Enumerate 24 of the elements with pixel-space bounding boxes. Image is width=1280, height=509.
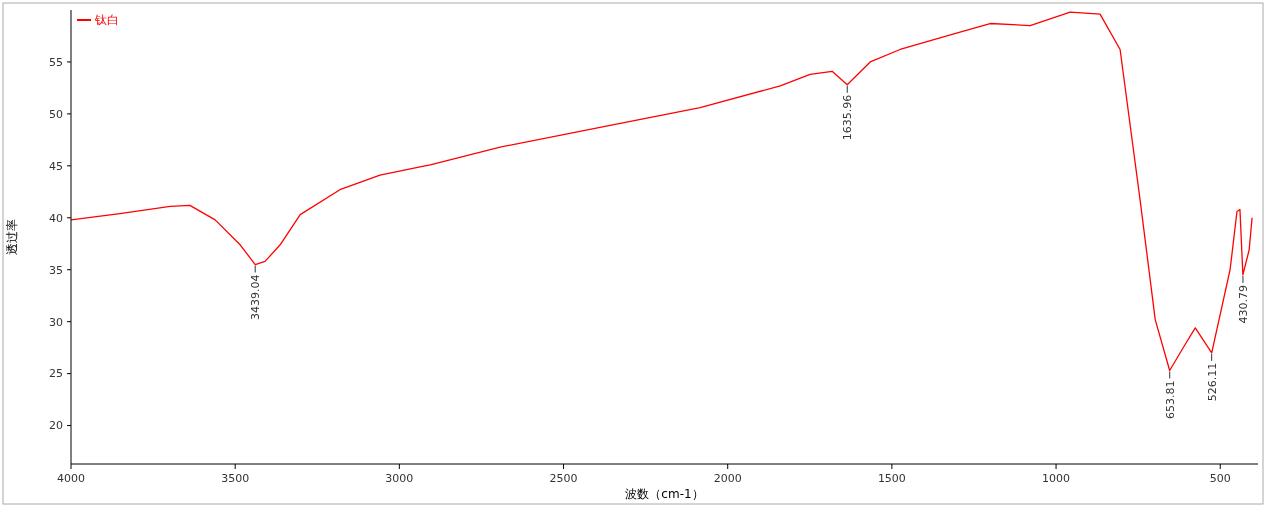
x-tick-label: 3000 <box>385 472 414 485</box>
y-tick-label: 50 <box>49 107 63 121</box>
x-tick-label: 4000 <box>57 472 85 485</box>
y-axis-title: 透过率 <box>5 219 19 255</box>
y-tick-label: 35 <box>49 263 63 277</box>
y-tick-label: 30 <box>49 315 63 329</box>
x-tick-label: 500 <box>1209 472 1231 485</box>
y-tick-label: 40 <box>49 211 63 225</box>
x-tick-label: 1000 <box>1042 472 1071 485</box>
annotation: 526.11 <box>1205 362 1219 402</box>
annotation: 1635.96 <box>841 94 855 141</box>
x-tick-label: 2500 <box>549 472 578 485</box>
x-axis-title: 波数（cm-1） <box>625 487 704 501</box>
y-tick-label: 55 <box>49 55 63 69</box>
annotation: 430.79 <box>1236 284 1250 324</box>
annotation: 3439.04 <box>249 274 263 321</box>
x-tick-label: 1500 <box>877 472 906 485</box>
y-tick-label: 20 <box>49 419 63 433</box>
x-tick-label: 3500 <box>221 472 250 485</box>
y-tick-label: 45 <box>49 159 63 173</box>
legend-label: 钛白 <box>94 13 119 27</box>
annotation: 653.81 <box>1163 380 1177 419</box>
y-tick-label: 25 <box>49 367 63 381</box>
x-tick-label: 2000 <box>713 472 742 485</box>
